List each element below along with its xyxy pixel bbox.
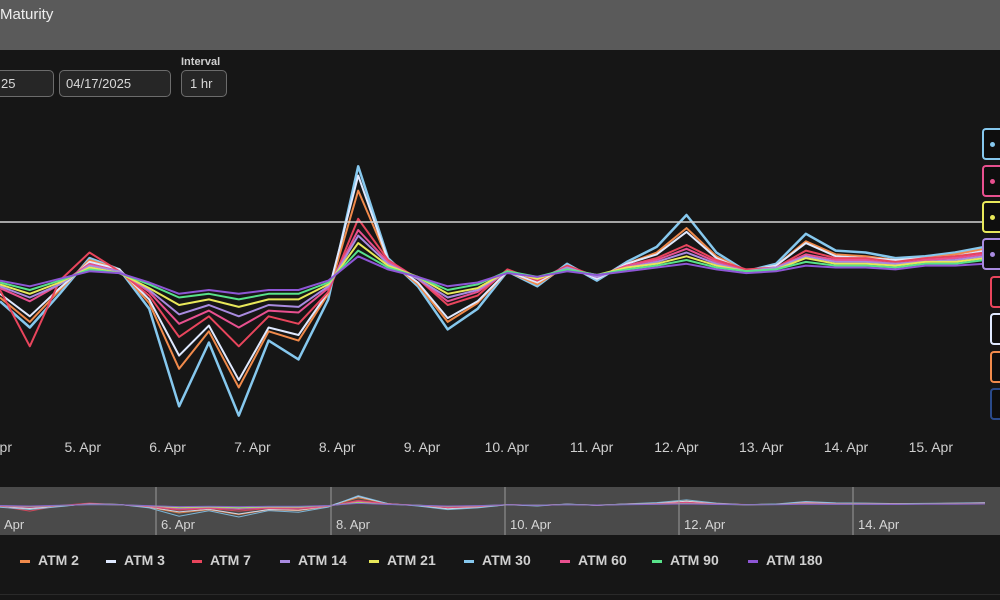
legend-label: ATM 21	[387, 552, 436, 568]
legend-label: ATM 90	[670, 552, 719, 568]
legend-label: ATM 14	[298, 552, 347, 568]
x-tick-label: 10. Apr	[485, 439, 530, 455]
x-tick-label: 9. Apr	[404, 439, 441, 455]
start-date-input[interactable]: 25	[0, 70, 54, 97]
legend-label: ATM 3	[124, 552, 165, 568]
window-title: Maturity	[0, 6, 54, 23]
series-line-atm-180	[0, 255, 986, 295]
x-tick-label: 6. Apr	[149, 439, 186, 455]
legend-item-atm-7[interactable]: ATM 7	[192, 552, 251, 568]
legend-swatch	[464, 559, 474, 563]
navigator-label: Apr	[4, 517, 25, 532]
x-tick-label: 8. Apr	[319, 439, 356, 455]
legend-tooltip-atm30	[982, 128, 1000, 160]
legend-swatch	[106, 559, 116, 563]
legend-item-atm-3[interactable]: ATM 3	[106, 552, 165, 568]
series-line-atm-21	[0, 242, 986, 308]
navigator-label: 10. Apr	[510, 517, 552, 532]
legend-tooltip-atm60	[982, 165, 1000, 197]
legend-tooltip-atm21	[982, 201, 1000, 233]
legend-item-atm-90[interactable]: ATM 90	[652, 552, 719, 568]
legend-tooltip-atm3	[990, 313, 1000, 345]
x-tick-label: 14. Apr	[824, 439, 869, 455]
end-date-input[interactable]: 04/17/2025	[59, 70, 171, 97]
navigator[interactable]: Apr 6. Apr 8. Apr 10. Apr 12. Apr 14. Apr	[0, 487, 1000, 535]
navigator-label: 6. Apr	[161, 517, 196, 532]
x-tick-label: 15. Apr	[909, 439, 954, 455]
legend-item-atm-2[interactable]: ATM 2	[20, 552, 79, 568]
legend-swatch	[20, 559, 30, 563]
x-tick-label: 7. Apr	[234, 439, 271, 455]
date-controls: 25 04/17/2025 Interval 1 hr	[0, 50, 1000, 105]
legend-swatch	[369, 559, 379, 563]
x-tick-label: 13. Apr	[739, 439, 784, 455]
navigator-label: 14. Apr	[858, 517, 900, 532]
legend-item-atm-21[interactable]: ATM 21	[369, 552, 436, 568]
navigator-line-atm-180	[0, 502, 986, 508]
legend-label: ATM 2	[38, 552, 79, 568]
legend-label: ATM 60	[578, 552, 627, 568]
title-bar: Maturity	[0, 0, 1000, 51]
x-axis: pr 5. Apr 6. Apr 7. Apr 8. Apr 9. Apr 10. Apr 1…	[0, 439, 954, 455]
legend-swatch	[192, 559, 202, 563]
legend-item-atm-60[interactable]: ATM 60	[560, 552, 627, 568]
navigator-labels: Apr 6. Apr 8. Apr 10. Apr 12. Apr 14. Apr	[4, 487, 900, 535]
legend-item-atm-14[interactable]: ATM 14	[280, 552, 347, 568]
plot-area	[0, 165, 986, 417]
legend-label: ATM 180	[766, 552, 823, 568]
navigator-track[interactable]	[0, 487, 1000, 535]
legend-swatch	[280, 559, 290, 563]
divider	[0, 594, 1000, 595]
interval-select[interactable]: 1 hr	[181, 70, 227, 97]
legend-item-atm-180[interactable]: ATM 180	[748, 552, 823, 568]
legend-label: ATM 7	[210, 552, 251, 568]
legend-tooltip-atm7	[990, 276, 1000, 308]
navigator-series	[0, 495, 986, 518]
legend-tooltip-other	[990, 388, 1000, 420]
series-line-atm-30	[0, 165, 986, 417]
x-tick-label: 12. Apr	[654, 439, 699, 455]
legend-swatch	[748, 559, 758, 563]
legend-label: ATM 30	[482, 552, 531, 568]
legend-item-atm-30[interactable]: ATM 30	[464, 552, 531, 568]
legend-swatch	[652, 559, 662, 563]
x-tick-label: pr	[0, 439, 12, 455]
series-line-atm-14	[0, 234, 986, 318]
legend-swatch	[560, 559, 570, 563]
navigator-label: 8. Apr	[336, 517, 371, 532]
x-tick-label: 5. Apr	[65, 439, 102, 455]
legend-tooltip-atm2	[990, 351, 1000, 383]
x-tick-label: 11. Apr	[570, 439, 614, 455]
navigator-label: 12. Apr	[684, 517, 726, 532]
navigator-line-atm-30	[0, 495, 986, 518]
maturity-chart: pr 5. Apr 6. Apr 7. Apr 8. Apr 9. Apr 10. Apr 1…	[0, 165, 1000, 535]
series-line-atm-3	[0, 174, 986, 381]
interval-label: Interval	[181, 56, 221, 68]
legend-tooltip-atm14	[982, 238, 1000, 270]
